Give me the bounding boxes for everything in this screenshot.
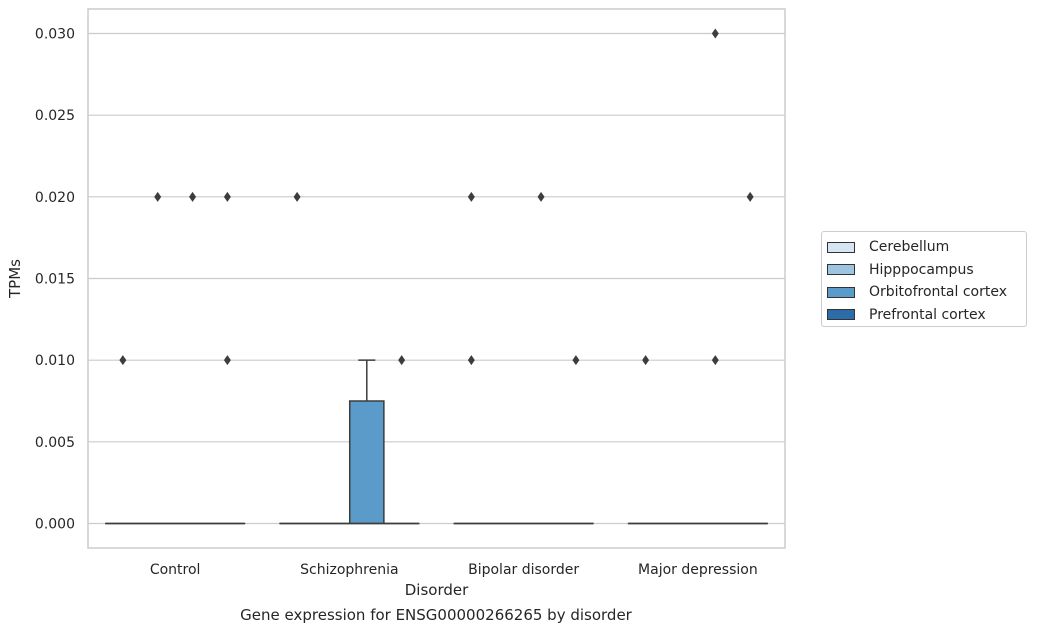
outlier-point (746, 191, 754, 202)
legend-label: Hipppocampus (869, 261, 974, 278)
chart-caption: Gene expression for ENSG00000266265 by d… (240, 606, 632, 624)
legend-label: Orbitofrontal cortex (869, 284, 1007, 301)
outlier-point (119, 355, 127, 366)
outlier-point (154, 191, 162, 202)
gridlines (88, 32, 785, 525)
x-tick-label: Schizophrenia (300, 562, 398, 578)
y-tick-label: 0.005 (35, 435, 75, 451)
legend-swatch (827, 264, 855, 276)
y-axis-label: TPMs (6, 259, 24, 299)
outlier-point (537, 191, 545, 202)
y-tick-label: 0.025 (35, 108, 75, 124)
legend-swatch (827, 286, 855, 298)
outlier-point (398, 355, 406, 366)
x-tick-labels: Control Schizophrenia Bipolar disorder Majo… (150, 562, 758, 578)
outlier-point (189, 191, 197, 202)
outlier-point (572, 355, 580, 366)
x-tick-label: Control (150, 562, 201, 578)
outlier-point (467, 191, 475, 202)
legend-item: Orbitofrontal cortex (827, 281, 1026, 304)
y-tick-label: 0.010 (35, 353, 75, 369)
legend-item: Prefrontal cortex (827, 304, 1026, 327)
outlier-point (467, 355, 475, 366)
x-tick-label: Bipolar disorder (468, 562, 579, 578)
legend-item: Cerebellum (827, 236, 1026, 259)
legend-swatch (827, 309, 855, 321)
legend: Cerebellum Hipppocampus Orbitofrontal cort… (821, 231, 1027, 327)
outliers-layer (119, 28, 754, 366)
outlier-point (293, 191, 301, 202)
x-axis-label: Disorder (405, 581, 469, 599)
legend-item: Hipppocampus (827, 259, 1026, 282)
y-tick-labels: 0.000 0.005 0.010 0.015 0.020 0.025 0.030 (35, 27, 75, 533)
boxes-layer (105, 359, 768, 525)
outlier-point (711, 355, 719, 366)
y-tick-label: 0.000 (35, 517, 75, 533)
legend-label: Cerebellum (869, 239, 950, 256)
box (348, 400, 385, 525)
y-tick-label: 0.015 (35, 272, 75, 288)
outlier-point (223, 355, 231, 366)
outlier-point (642, 355, 650, 366)
outlier-point (223, 191, 231, 202)
y-tick-label: 0.030 (35, 27, 75, 43)
legend-swatch (827, 241, 855, 253)
legend-label: Prefrontal cortex (869, 306, 986, 323)
plot-area-frame (87, 8, 786, 549)
y-tick-label: 0.020 (35, 190, 75, 206)
x-tick-label: Major depression (638, 562, 758, 578)
outlier-point (711, 28, 719, 39)
